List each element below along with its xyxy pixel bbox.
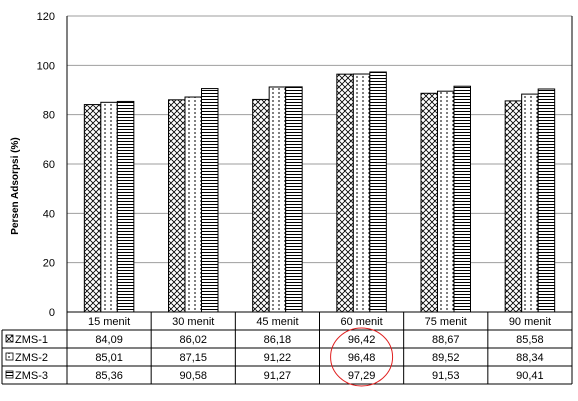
- legend-swatch-zms-1: [5, 334, 14, 343]
- data-label: 85,36: [95, 370, 123, 382]
- data-label: 89,52: [432, 352, 460, 364]
- data-label: 90,58: [179, 370, 207, 382]
- data-label: 85,01: [95, 352, 123, 364]
- data-label: 91,27: [264, 370, 292, 382]
- x-category-label: 15 menit: [88, 316, 130, 328]
- data-label: 91,22: [264, 352, 292, 364]
- x-category-label: 75 menit: [425, 316, 467, 328]
- bar-zms-2-2: [184, 96, 202, 313]
- legend-swatch-zms-2: [5, 352, 14, 361]
- data-label: 90,41: [516, 370, 544, 382]
- bar-zms-2-5: [437, 90, 455, 313]
- data-table: 15 menit 30 menit 45 menit 60 menit 75 menit…: [1, 16, 573, 385]
- data-label: 96,42: [348, 334, 376, 346]
- x-category-label: 90 menit: [509, 316, 551, 328]
- x-category-label: 30 menit: [172, 316, 214, 328]
- y-tick-label: 40: [43, 208, 55, 220]
- data-label: 91,53: [432, 370, 460, 382]
- data-label: 96,48: [348, 352, 376, 364]
- y-axis-ticks: 0 20 40 60 80 100 120: [37, 11, 55, 319]
- bar-zms-1-6: [504, 100, 523, 313]
- y-tick-label: 120: [37, 11, 55, 23]
- bar-zms-3-1: [116, 100, 135, 313]
- legend-swatch-zms-3: [5, 370, 14, 379]
- legend-label-zms-3: ZMS-3: [15, 370, 48, 382]
- bar-zms-3-5: [453, 85, 471, 313]
- y-tick-label: 60: [43, 159, 55, 171]
- data-label: 88,34: [516, 352, 544, 364]
- highlight-circle: [330, 327, 394, 387]
- y-axis-label: Persen Adsorpsi (%): [10, 137, 21, 234]
- bars: [83, 71, 556, 313]
- bar-zms-1-1: [83, 104, 102, 313]
- bar-zms-2-3: [268, 86, 287, 313]
- y-tick-label: 80: [43, 110, 55, 122]
- data-label: 86,02: [179, 334, 207, 346]
- bar-zms-1-2: [168, 99, 186, 313]
- bar-zms-3-4: [369, 71, 387, 313]
- data-label: 97,29: [348, 370, 376, 382]
- bar-zms-1-5: [420, 92, 438, 313]
- y-tick-label: 20: [43, 258, 55, 270]
- bar-zms-2-4: [352, 73, 371, 313]
- bar-zms-2-1: [100, 101, 118, 313]
- legend-label-zms-2: ZMS-2: [15, 352, 48, 364]
- bar-zms-1-3: [252, 98, 270, 313]
- bar-zms-3-3: [285, 86, 303, 313]
- x-category-label: 60 menit: [340, 316, 382, 328]
- y-tick-label: 0: [49, 307, 55, 319]
- data-label: 85,58: [516, 334, 544, 346]
- bar-zms-1-4: [336, 73, 354, 313]
- bar-zms-3-6: [537, 88, 556, 313]
- x-category-label: 45 menit: [256, 316, 298, 328]
- data-label: 86,18: [264, 334, 292, 346]
- legend-label-zms-1: ZMS-1: [15, 334, 48, 346]
- data-label: 87,15: [179, 352, 207, 364]
- bar-zms-2-6: [521, 93, 539, 313]
- y-tick-label: 100: [37, 60, 55, 72]
- data-label: 84,09: [95, 334, 123, 346]
- bar-zms-3-2: [201, 88, 219, 313]
- data-label: 88,67: [432, 334, 460, 346]
- grid-lines: [67, 15, 572, 264]
